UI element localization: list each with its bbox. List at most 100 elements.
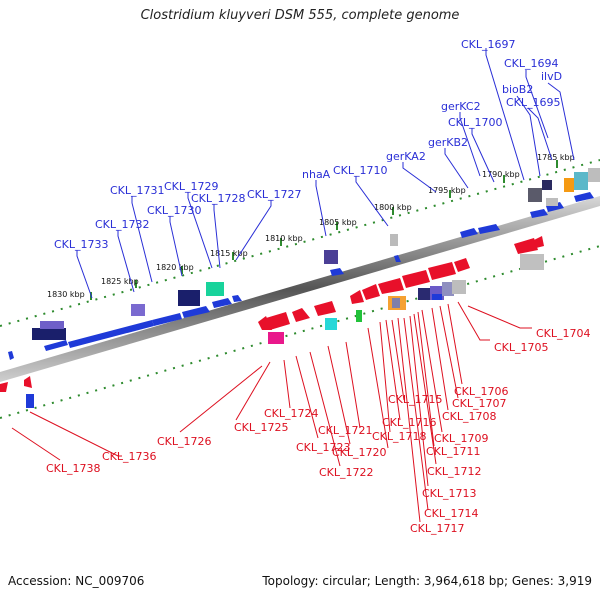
gene-label-top: nhaA bbox=[302, 168, 331, 181]
gene-arrow[interactable] bbox=[394, 255, 401, 262]
gene-label-top: gerKC2 bbox=[441, 100, 481, 113]
gene-box[interactable] bbox=[325, 318, 337, 330]
gene-box[interactable] bbox=[546, 198, 558, 206]
gene-box[interactable] bbox=[452, 280, 466, 294]
gene-arrow[interactable] bbox=[514, 238, 538, 254]
gene-label-top: CKL_1710 bbox=[333, 164, 388, 177]
gene-label-top: gerKB2 bbox=[428, 136, 468, 149]
gene-arrow[interactable] bbox=[478, 224, 500, 234]
gene-label-bottom: CKL_1721 bbox=[318, 424, 373, 437]
gene-box[interactable] bbox=[432, 294, 442, 300]
gene-arrow[interactable] bbox=[546, 202, 564, 212]
gene-label-bottom: CKL_1709 bbox=[434, 432, 489, 445]
top-leader-lines bbox=[76, 48, 575, 299]
gene-arrow[interactable] bbox=[454, 258, 470, 272]
gene-label-top: CKL_1728 bbox=[191, 192, 246, 205]
forward-genes bbox=[8, 168, 600, 360]
gene-label-top: ilvD bbox=[541, 70, 562, 83]
gene-arrow[interactable] bbox=[362, 284, 380, 300]
gene-label-bottom: CKL_1712 bbox=[427, 465, 482, 478]
gene-box[interactable] bbox=[542, 180, 552, 190]
gene-box[interactable] bbox=[32, 328, 66, 340]
gene-arrow[interactable] bbox=[330, 268, 344, 276]
gene-arrow[interactable] bbox=[402, 270, 430, 288]
genome-backbone bbox=[0, 196, 600, 382]
gene-box[interactable] bbox=[324, 250, 338, 264]
gene-label-bottom: CKL_1714 bbox=[424, 507, 479, 520]
scale-label: 1785 kbp bbox=[537, 153, 575, 162]
gene-arrow[interactable] bbox=[232, 295, 242, 302]
gene-arrow[interactable] bbox=[0, 382, 8, 392]
bottom-leader-lines bbox=[11, 301, 532, 523]
gene-arrow[interactable] bbox=[378, 278, 404, 294]
gene-arrow[interactable] bbox=[68, 320, 154, 348]
accession-text: Accession: NC_009706 bbox=[8, 574, 145, 588]
gene-label-bottom: CKL_1738 bbox=[46, 462, 101, 475]
gene-arrow[interactable] bbox=[292, 308, 310, 322]
gene-box[interactable] bbox=[574, 172, 588, 190]
gene-box[interactable] bbox=[206, 282, 224, 296]
gene-box[interactable] bbox=[588, 168, 600, 182]
gene-arrow[interactable] bbox=[266, 312, 290, 330]
gene-box[interactable] bbox=[392, 298, 400, 308]
gene-arrow[interactable] bbox=[44, 340, 68, 351]
gene-label-bottom: CKL_1720 bbox=[332, 446, 387, 459]
gene-label-bottom: CKL_1706 bbox=[454, 385, 509, 398]
gene-box[interactable] bbox=[528, 188, 542, 202]
gene-arrow[interactable] bbox=[574, 192, 594, 202]
gene-box[interactable] bbox=[26, 394, 34, 408]
gene-arrow[interactable] bbox=[534, 236, 544, 248]
gene-box[interactable] bbox=[356, 310, 362, 322]
scale-label: 1790 kbp bbox=[482, 170, 520, 179]
gene-box[interactable] bbox=[40, 321, 64, 329]
reverse-genes bbox=[0, 236, 544, 408]
gene-label-top: CKL_1695 bbox=[506, 96, 561, 109]
gene-arrow[interactable] bbox=[24, 376, 32, 388]
gene-arrow[interactable] bbox=[212, 298, 232, 308]
gene-label-bottom: CKL_1705 bbox=[494, 341, 549, 354]
gene-label-bottom: CKL_1707 bbox=[452, 397, 507, 410]
scale-label: 1825 kbp bbox=[101, 277, 139, 286]
gene-arrow[interactable] bbox=[460, 228, 478, 238]
gene-label-bottom: CKL_1718 bbox=[372, 430, 427, 443]
gene-label-top: CKL_1732 bbox=[95, 218, 150, 231]
gene-label-top: bioB2 bbox=[502, 83, 533, 96]
gene-box[interactable] bbox=[178, 290, 200, 306]
gene-arrow[interactable] bbox=[8, 351, 14, 360]
gene-label-bottom: CKL_1723 bbox=[296, 441, 351, 454]
gene-label-top: CKL_1730 bbox=[147, 204, 202, 217]
gene-arrow[interactable] bbox=[182, 306, 210, 318]
scale-label: 1830 kbp bbox=[47, 290, 85, 299]
lower-dotted-track bbox=[0, 245, 600, 419]
gene-box[interactable] bbox=[442, 282, 454, 296]
gene-label-bottom: CKL_1713 bbox=[422, 487, 477, 500]
gene-box[interactable] bbox=[131, 304, 145, 316]
gene-label-bottom: CKL_1711 bbox=[426, 445, 481, 458]
gene-arrow[interactable] bbox=[350, 290, 364, 304]
scale-label: 1810 kbp bbox=[265, 234, 303, 243]
gene-arrow[interactable] bbox=[530, 209, 548, 218]
gene-arrow[interactable] bbox=[152, 313, 182, 326]
gene-label-bottom: CKL_1724 bbox=[264, 407, 319, 420]
gene-label-bottom: CKL_1708 bbox=[442, 410, 497, 423]
gene-label-top: CKL_1697 bbox=[461, 38, 516, 51]
gene-arrow[interactable] bbox=[258, 316, 272, 330]
genome-title: Clostridium kluyveri DSM 555, complete g… bbox=[140, 8, 460, 23]
gene-label-bottom: CKL_1716 bbox=[382, 416, 437, 429]
gene-box[interactable] bbox=[520, 254, 544, 270]
gene-box[interactable] bbox=[564, 178, 574, 192]
gene-box[interactable] bbox=[390, 234, 398, 246]
scale-label: 1815 kbp bbox=[210, 249, 248, 258]
gene-arrow[interactable] bbox=[428, 262, 456, 280]
scale-label: 1800 kbp bbox=[374, 203, 412, 212]
gene-arrow[interactable] bbox=[314, 301, 336, 316]
gene-label-top: CKL_1700 bbox=[448, 116, 503, 129]
gene-label-top: CKL_1733 bbox=[54, 238, 109, 251]
gene-label-bottom: CKL_1726 bbox=[157, 435, 212, 448]
gene-box[interactable] bbox=[418, 288, 432, 300]
genome-summary-text: Topology: circular; Length: 3,964,618 bp… bbox=[262, 574, 592, 588]
scale-label: 1795 kbp bbox=[428, 186, 466, 195]
gene-box[interactable] bbox=[268, 332, 284, 344]
gene-label-bottom: CKL_1736 bbox=[102, 450, 157, 463]
